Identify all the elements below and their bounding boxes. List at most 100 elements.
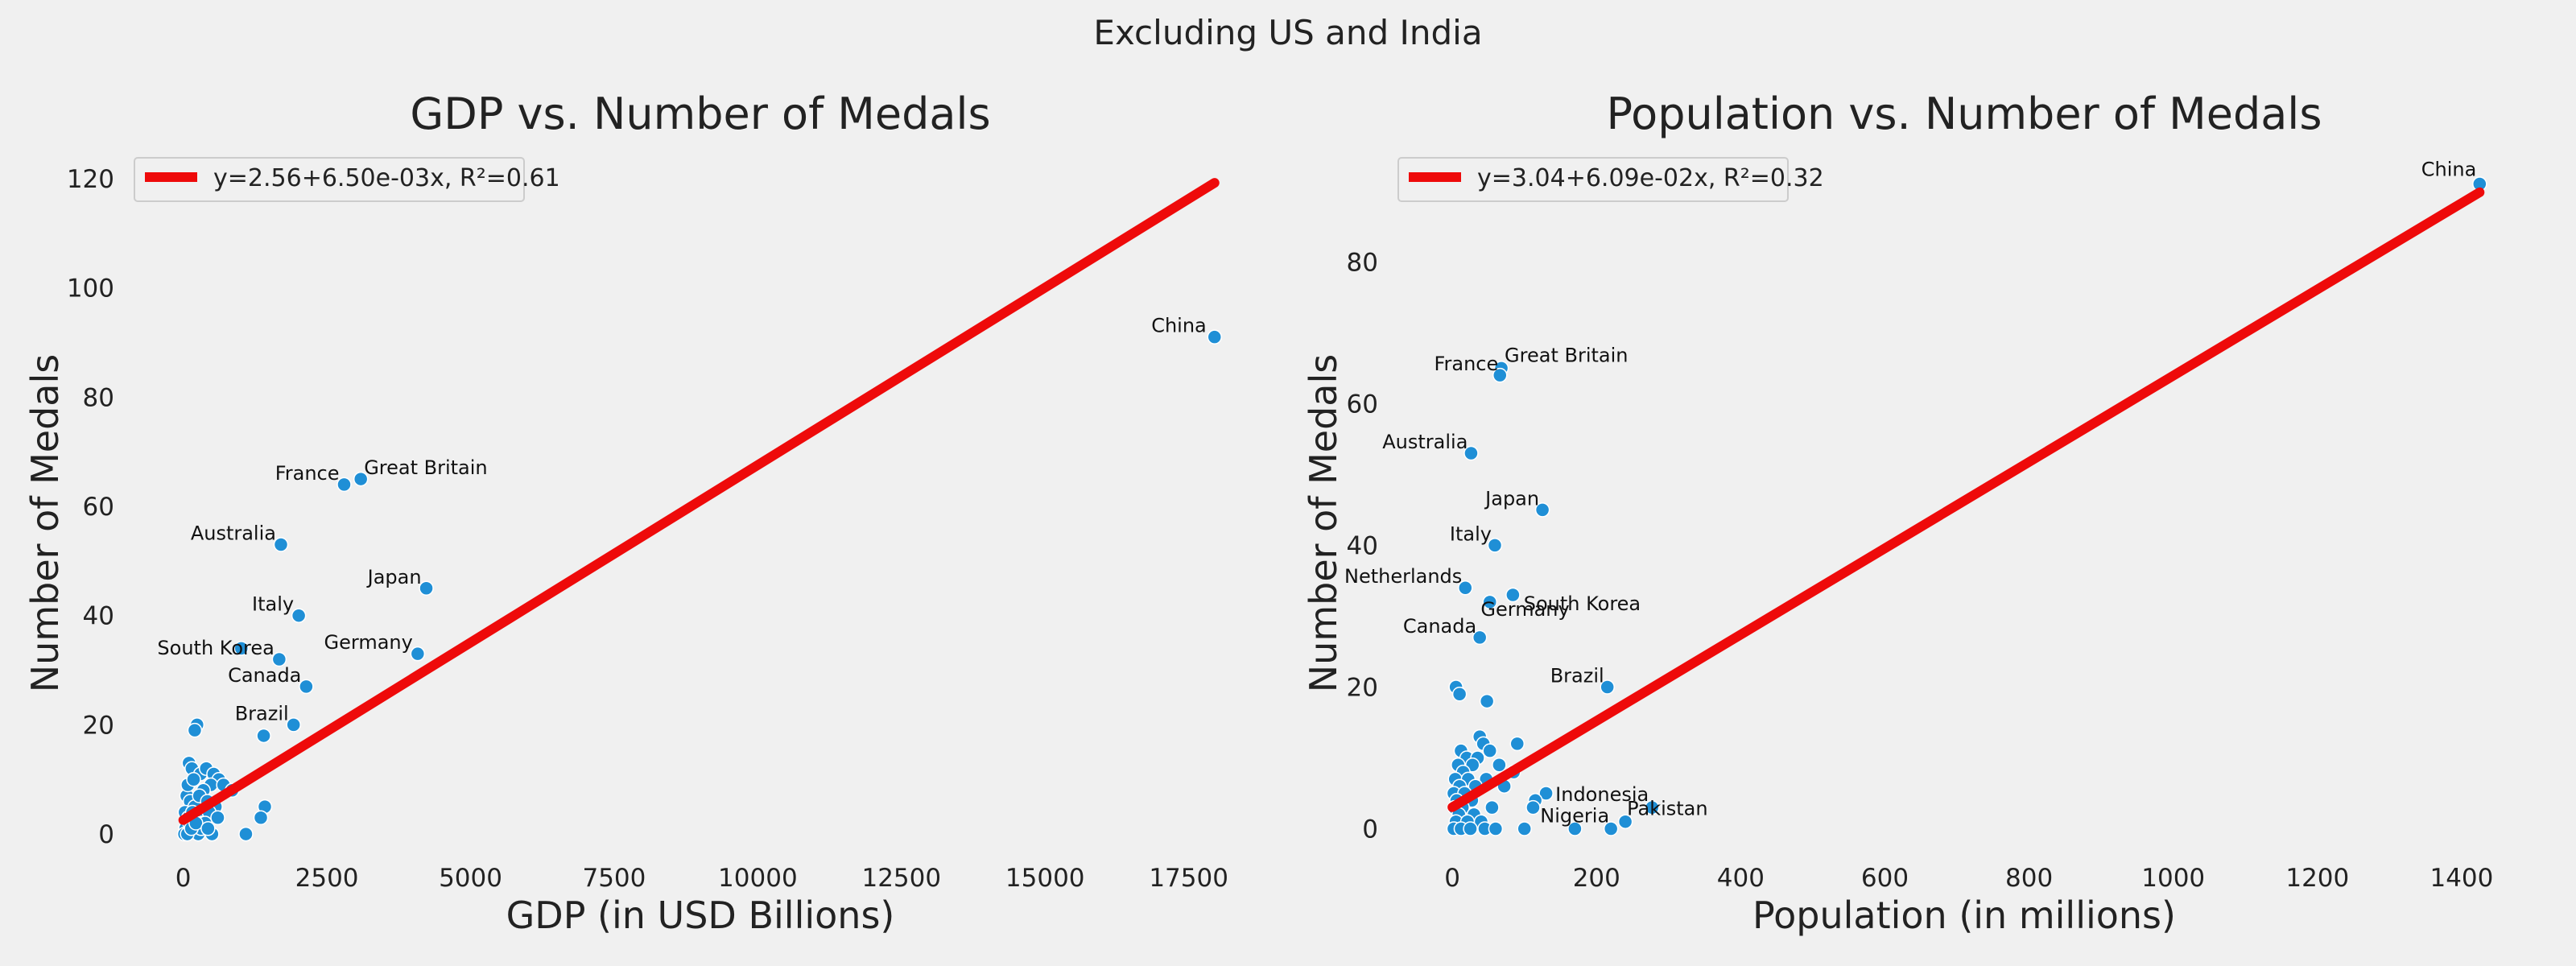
population-point-label: Netherlands xyxy=(1344,565,1462,588)
population-point-label: Japan xyxy=(1484,487,1539,510)
gdp-point-label: South Korea xyxy=(157,637,274,659)
population-y-tick-label: 0 xyxy=(1362,815,1378,844)
population-regression-line xyxy=(1447,187,2485,812)
gdp-data-point xyxy=(186,771,201,787)
population-data-point xyxy=(1463,445,1479,461)
population-data-point xyxy=(1472,630,1488,646)
population-data-point xyxy=(1458,580,1473,596)
gdp-data-point xyxy=(419,580,434,597)
gdp-fit xyxy=(178,178,1220,825)
population-x-tick-label: 200 xyxy=(1573,864,1620,893)
population-x-tick-label: 1200 xyxy=(2285,864,2349,893)
gdp-data-point xyxy=(271,651,287,667)
population-point-label: Pakistan xyxy=(1627,798,1708,820)
population-x-tick-label: 600 xyxy=(1861,864,1909,893)
gdp-x-axis-label: GDP (in USD Billions) xyxy=(506,894,895,937)
population-y-tick-label: 80 xyxy=(1347,248,1378,277)
population-legend-box xyxy=(1397,157,1789,202)
population-chart-title: Population vs. Number of Medals xyxy=(1607,89,2322,139)
population-x-tick-label: 800 xyxy=(2005,864,2053,893)
gdp-point-label: Great Britain xyxy=(364,456,487,479)
population-data-point xyxy=(1509,736,1525,752)
population-data-point xyxy=(1479,693,1495,709)
population-data-point xyxy=(1505,587,1521,603)
population-y-tick-label: 40 xyxy=(1347,531,1378,560)
gdp-point-label: Japan xyxy=(366,566,422,588)
population-data-point xyxy=(1487,538,1503,553)
gdp-point-label: China xyxy=(1151,315,1207,337)
population-x-tick-label: 400 xyxy=(1717,864,1765,893)
population-data-point xyxy=(1451,687,1468,702)
gdp-data-point xyxy=(1207,329,1223,345)
population-x-tick-label: 0 xyxy=(1444,864,1460,893)
population-x-tick-label: 1000 xyxy=(2141,864,2205,893)
population-y-axis-label: Number of Medals xyxy=(1302,354,1345,693)
gdp-data-point xyxy=(273,537,289,552)
population-data-point xyxy=(1492,367,1508,383)
population-y-tick-label: 20 xyxy=(1347,673,1378,702)
population-point-labels: China Great Britain France Australia Japan It… xyxy=(1344,158,2476,827)
population-data-point xyxy=(1600,679,1615,695)
gdp-legend: y=2.56+6.50e-03x, R²=0.61 xyxy=(134,157,560,202)
population-data-point xyxy=(1617,814,1633,829)
population-data-point xyxy=(1463,821,1478,836)
gdp-x-tick-label: 15000 xyxy=(1005,864,1085,893)
gdp-x-tick-label: 7500 xyxy=(582,864,646,893)
population-point-label: Italy xyxy=(1450,522,1492,545)
gdp-y-ticks: 0 20 40 60 80 100 120 xyxy=(67,165,114,849)
gdp-data-point xyxy=(187,722,203,738)
gdp-point-labels: China Great Britain France Australia Japan It… xyxy=(157,315,1206,725)
gdp-data-point xyxy=(336,477,352,493)
population-point-label: Canada xyxy=(1403,615,1476,638)
gdp-chart: GDP vs. Number of Medals GDP (in USD Bil… xyxy=(23,89,1228,937)
gdp-x-tick-label: 10000 xyxy=(718,864,798,893)
gdp-x-ticks: 0 2500 5000 7500 10000 12500 15000 17500 xyxy=(175,864,1228,893)
population-data-point xyxy=(1484,799,1500,815)
population-point-label: France xyxy=(1434,353,1498,375)
gdp-data-point xyxy=(353,471,369,487)
gdp-y-tick-label: 0 xyxy=(98,820,114,849)
population-x-axis-label: Population (in millions) xyxy=(1752,894,2176,937)
population-data-point xyxy=(1492,758,1507,773)
gdp-data-point xyxy=(210,810,225,825)
gdp-y-tick-label: 60 xyxy=(83,493,114,522)
gdp-x-tick-label: 17500 xyxy=(1149,864,1228,893)
gdp-y-tick-label: 40 xyxy=(83,602,114,631)
gdp-data-point xyxy=(256,728,271,744)
gdp-data-point xyxy=(253,810,269,825)
gdp-point-label: Australia xyxy=(191,522,276,544)
population-point-label: Great Britain xyxy=(1505,344,1628,366)
gdp-x-tick-label: 5000 xyxy=(439,864,502,893)
population-data-point xyxy=(1603,821,1619,836)
population-y-ticks: 0 20 40 60 80 xyxy=(1347,248,1378,844)
population-data-point xyxy=(1538,786,1554,801)
gdp-data-point xyxy=(200,821,216,836)
gdp-data-point xyxy=(299,679,314,695)
gdp-y-axis-label: Number of Medals xyxy=(23,354,67,693)
population-point-label: Australia xyxy=(1382,431,1468,453)
gdp-x-tick-label: 0 xyxy=(175,864,192,893)
gdp-legend-label: y=2.56+6.50e-03x, R²=0.61 xyxy=(213,164,560,192)
population-point-label: Indonesia xyxy=(1555,783,1649,806)
population-point-label: South Korea xyxy=(1524,592,1641,615)
population-data-point xyxy=(1488,821,1504,836)
gdp-point-label: Canada xyxy=(228,664,301,687)
population-data-point xyxy=(1482,594,1497,610)
population-data-point xyxy=(1644,799,1660,815)
gdp-y-tick-label: 80 xyxy=(83,383,114,412)
population-x-ticks: 0 200 400 600 800 1000 1200 1400 xyxy=(1444,864,2493,893)
population-data-point xyxy=(1567,821,1583,836)
gdp-data-point xyxy=(410,646,426,662)
population-y-tick-label: 60 xyxy=(1347,390,1378,419)
gdp-y-tick-label: 120 xyxy=(67,165,114,194)
population-x-tick-label: 1400 xyxy=(2429,864,2493,893)
gdp-point-label: Italy xyxy=(252,593,294,616)
gdp-data-point xyxy=(233,641,249,656)
gdp-regression-line xyxy=(178,178,1220,825)
gdp-data-point xyxy=(238,826,254,842)
gdp-point-label: Germany xyxy=(324,631,413,654)
gdp-data-point xyxy=(286,717,301,733)
gdp-y-tick-label: 100 xyxy=(67,275,114,303)
